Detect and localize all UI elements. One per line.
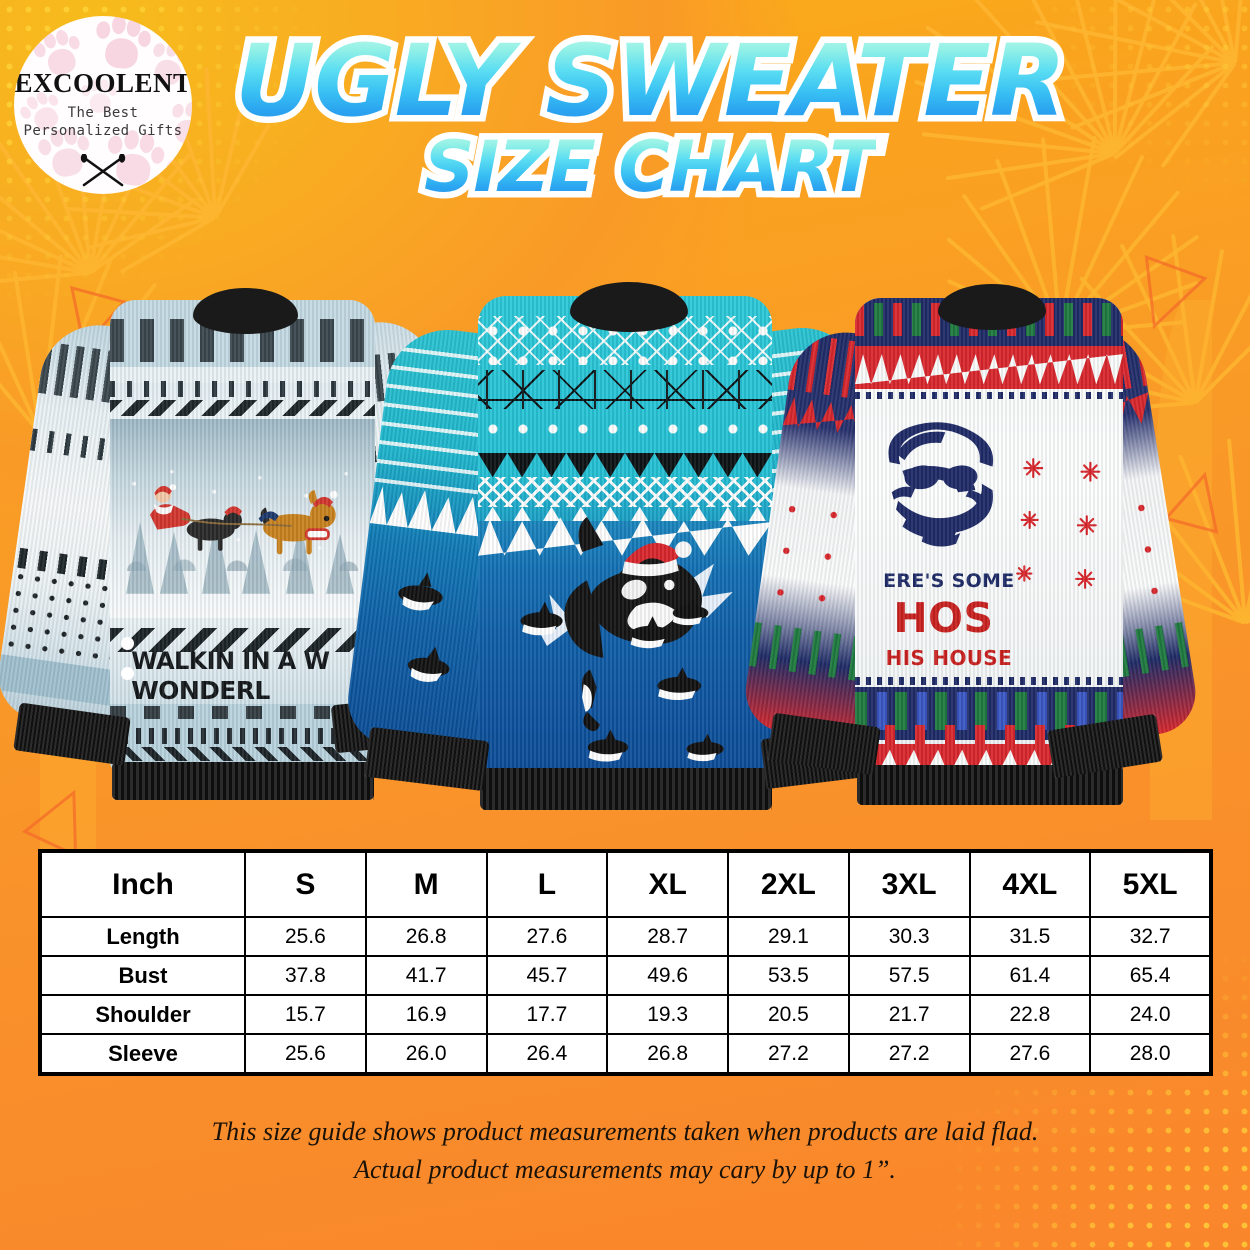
cell-shoulder-s: 15.7 [244, 994, 367, 1035]
cell-sleeve-3xl: 27.2 [847, 1033, 971, 1075]
poster-title-block: UGLY SWEATER UGLY SWEATER UGLY SWEATER S… [205, 24, 1095, 209]
size-header-2xl: 2XL [727, 850, 850, 918]
title-line-2-fill: SIZE CHART [423, 126, 877, 209]
cell-length-m: 26.8 [364, 916, 488, 957]
santa-sunglasses-icon [888, 422, 993, 547]
forest-icon [126, 469, 354, 594]
cell-sleeve-4xl: 27.6 [968, 1033, 1092, 1075]
size-header-s: S [244, 850, 367, 918]
product-3-slogan-line1: ERE'S SOME [883, 569, 1015, 592]
cell-length-l: 27.6 [485, 916, 609, 957]
cell-bust-m: 41.7 [364, 955, 488, 996]
cell-shoulder-xl: 19.3 [606, 994, 729, 1035]
cell-shoulder-m: 16.9 [364, 994, 488, 1035]
cell-sleeve-5xl: 28.0 [1089, 1033, 1212, 1075]
brand-logo[interactable]: EXCOOLENT The Best Personalized Gifts [14, 16, 192, 194]
title-line-2-outline: SIZE CHART [417, 125, 883, 209]
title-line-1-fill: UGLY SWEATER [234, 24, 1066, 139]
row-label-sleeve: Sleeve [39, 1033, 246, 1075]
product-1-slogan-line2: WONDERL [131, 675, 270, 705]
cell-bust-3xl: 57.5 [847, 955, 971, 996]
cell-bust-s: 37.8 [244, 955, 367, 996]
disclaimer-line1: This size guide shows product measuremen… [211, 1117, 1039, 1146]
cell-bust-4xl: 61.4 [968, 955, 1092, 996]
product-3-slogan-line3: HIS HOUSE [885, 646, 1012, 671]
unit-label: Inch [39, 850, 246, 918]
title-line-2-shadow: SIZE CHART [424, 132, 877, 202]
cell-sleeve-xl: 26.8 [606, 1033, 729, 1075]
product-images: WALKIN IN A W WONDERL [0, 270, 1250, 830]
cell-shoulder-4xl: 22.8 [968, 994, 1092, 1035]
disclaimer-line2: Actual product measurements may cary by … [354, 1154, 896, 1184]
cell-length-4xl: 31.5 [968, 916, 1092, 957]
title-line-1: UGLY SWEATER UGLY SWEATER UGLY SWEATER [228, 24, 1072, 139]
row-label-length: Length [39, 916, 246, 957]
brand-tagline-line2: Personalized Gifts [23, 123, 183, 139]
row-label-bust: Bust [39, 955, 246, 996]
product-1-slogan-line1: WALKIN IN A W [131, 647, 330, 676]
table-row: Shoulder 15.7 16.9 17.7 19.3 20.5 21.7 2… [39, 994, 1212, 1035]
santa-sleigh-dachshund-icon [149, 484, 338, 555]
cell-bust-xl: 49.6 [606, 955, 729, 996]
snowflake-pattern-icon [1016, 458, 1101, 590]
cell-length-xl: 28.7 [606, 916, 729, 957]
cell-bust-l: 45.7 [485, 955, 609, 996]
product-3-slogan-line2: HOS [893, 594, 994, 642]
size-chart-table: Inch S M L XL 2XL 3XL 4XL 5XL Length 25.… [38, 849, 1213, 1076]
size-header-4xl: 4XL [968, 850, 1092, 918]
cell-shoulder-3xl: 21.7 [847, 994, 971, 1035]
row-label-shoulder: Shoulder [39, 994, 246, 1035]
cell-sleeve-s: 25.6 [244, 1033, 367, 1075]
title-line-1-outline: UGLY SWEATER [228, 25, 1072, 137]
table-row: Sleeve 25.6 26.0 26.4 26.8 27.2 27.2 27.… [39, 1033, 1212, 1075]
table-row: Bust 37.8 41.7 45.7 49.6 53.5 57.5 61.4 … [39, 955, 1212, 996]
cell-shoulder-l: 17.7 [485, 994, 609, 1035]
brand-tagline-line1: The Best [67, 105, 139, 121]
size-chart-table-wrapper: Inch S M L XL 2XL 3XL 4XL 5XL Length 25.… [38, 849, 1213, 1076]
cell-length-s: 25.6 [244, 916, 367, 957]
crossed-utensils-icon [80, 154, 126, 187]
cell-bust-5xl: 65.4 [1089, 955, 1212, 996]
brand-name: EXCOOLENT [14, 68, 192, 98]
table-row: Length 25.6 26.8 27.6 28.7 29.1 30.3 31.… [39, 916, 1212, 957]
cell-sleeve-2xl: 27.2 [727, 1033, 850, 1075]
cell-length-5xl: 32.7 [1089, 916, 1212, 957]
title-line-2: SIZE CHART SIZE CHART SIZE CHART [417, 125, 883, 209]
cell-length-2xl: 29.1 [727, 916, 850, 957]
orca-pattern-icon [520, 599, 724, 762]
cell-sleeve-l: 26.4 [485, 1033, 609, 1075]
disclaimer-text: This size guide shows product measuremen… [0, 1113, 1250, 1189]
cell-length-3xl: 30.3 [847, 916, 971, 957]
size-header-xl: XL [606, 850, 729, 918]
table-header-row: Inch S M L XL 2XL 3XL 4XL 5XL [39, 850, 1212, 918]
size-header-5xl: 5XL [1089, 850, 1212, 918]
cell-bust-2xl: 53.5 [727, 955, 850, 996]
cell-sleeve-m: 26.0 [364, 1033, 488, 1075]
cell-shoulder-5xl: 24.0 [1089, 994, 1212, 1035]
size-header-3xl: 3XL [847, 850, 971, 918]
cell-shoulder-2xl: 20.5 [727, 994, 850, 1035]
size-header-l: L [485, 850, 609, 918]
size-header-m: M [364, 850, 488, 918]
title-line-1-shadow: UGLY SWEATER [235, 32, 1066, 131]
